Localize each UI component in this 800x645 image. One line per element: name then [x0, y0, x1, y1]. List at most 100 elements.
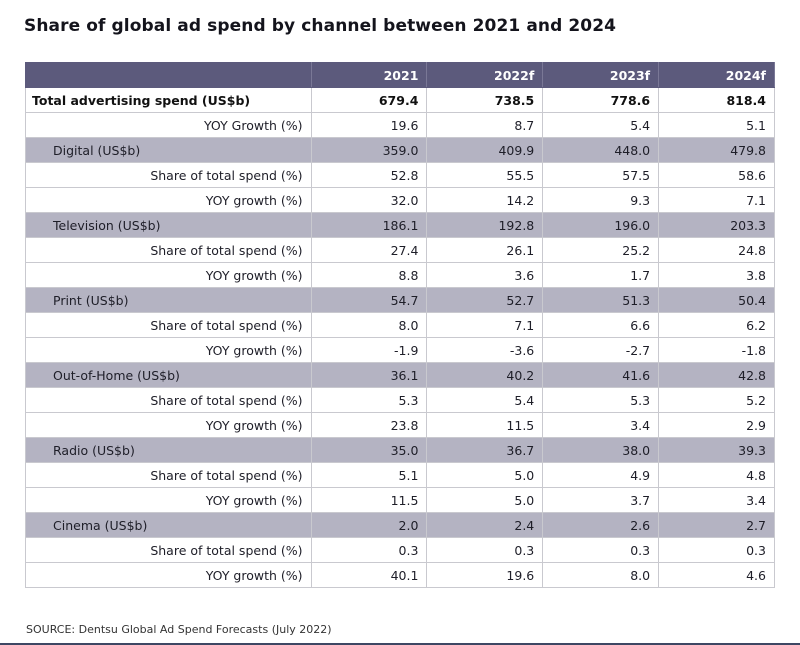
cell-2022f: 8.7 [426, 112, 544, 138]
row-label: Cinema (US$b) [25, 512, 312, 538]
row-label: YOY growth (%) [25, 487, 312, 513]
cell-2023f: 57.5 [542, 162, 660, 188]
row-label: YOY growth (%) [25, 412, 312, 438]
cell-2022f: 55.5 [426, 162, 544, 188]
cell-2021: 8.0 [310, 312, 428, 338]
cell-2022f: 5.4 [426, 387, 544, 413]
cell-2024f: 203.3 [658, 212, 775, 238]
cell-2024f: 7.1 [658, 187, 775, 213]
cell-2021: 11.5 [310, 487, 428, 513]
cell-2021: 36.1 [310, 362, 428, 388]
cell-2023f: 0.3 [542, 537, 660, 563]
header-row: 2021 2022f 2023f 2024f [25, 62, 775, 88]
metric-row: YOY growth (%) 32.0 14.2 9.3 7.1 [25, 187, 775, 213]
cell-2024f: 39.3 [658, 437, 775, 463]
cell-2023f: 8.0 [542, 562, 660, 588]
cell-2022f: 738.5 [426, 87, 544, 113]
cell-2022f: 3.6 [426, 262, 544, 288]
cell-2024f: 0.3 [658, 537, 775, 563]
cell-2022f: 36.7 [426, 437, 544, 463]
row-label: Television (US$b) [25, 212, 312, 238]
metric-row: YOY growth (%) 11.5 5.0 3.7 3.4 [25, 487, 775, 513]
cell-2021: 23.8 [310, 412, 428, 438]
cell-2023f: 5.3 [542, 387, 660, 413]
cell-2024f: 479.8 [658, 137, 775, 163]
cell-2024f: 4.8 [658, 462, 775, 488]
cell-2022f: 7.1 [426, 312, 544, 338]
row-label: YOY growth (%) [25, 337, 312, 363]
cell-2022f: 409.9 [426, 137, 544, 163]
cell-2022f: 5.0 [426, 487, 544, 513]
cell-2022f: -3.6 [426, 337, 544, 363]
cell-2021: 2.0 [310, 512, 428, 538]
cell-2021: 5.1 [310, 462, 428, 488]
cell-2024f: -1.8 [658, 337, 775, 363]
column-header-2023f: 2023f [542, 62, 660, 88]
cell-2024f: 2.7 [658, 512, 775, 538]
cell-2023f: 448.0 [542, 137, 660, 163]
ad-spend-table: 2021 2022f 2023f 2024f Total advertising… [25, 62, 775, 588]
metric-row: YOY Growth (%) 19.6 8.7 5.4 5.1 [25, 112, 775, 138]
channel-row: Cinema (US$b) 2.0 2.4 2.6 2.7 [25, 512, 775, 538]
cell-2023f: 9.3 [542, 187, 660, 213]
row-label: Radio (US$b) [25, 437, 312, 463]
row-label: YOY growth (%) [25, 562, 312, 588]
cell-2021: 54.7 [310, 287, 428, 313]
row-label: Share of total spend (%) [25, 537, 312, 563]
cell-2022f: 192.8 [426, 212, 544, 238]
cell-2024f: 42.8 [658, 362, 775, 388]
row-label: Total advertising spend (US$b) [25, 87, 312, 113]
cell-2024f: 3.4 [658, 487, 775, 513]
cell-2021: 32.0 [310, 187, 428, 213]
row-label: Out-of-Home (US$b) [25, 362, 312, 388]
chart-title: Share of global ad spend by channel betw… [24, 16, 617, 36]
cell-2023f: 38.0 [542, 437, 660, 463]
row-label: YOY Growth (%) [25, 112, 312, 138]
cell-2022f: 11.5 [426, 412, 544, 438]
metric-row: Share of total spend (%) 0.3 0.3 0.3 0.3 [25, 537, 775, 563]
cell-2022f: 40.2 [426, 362, 544, 388]
table-body: Total advertising spend (US$b) 679.4 738.5… [25, 87, 775, 588]
row-label: YOY growth (%) [25, 187, 312, 213]
cell-2021: 186.1 [310, 212, 428, 238]
cell-2022f: 2.4 [426, 512, 544, 538]
row-label: Share of total spend (%) [25, 237, 312, 263]
metric-row: YOY growth (%) 40.1 19.6 8.0 4.6 [25, 562, 775, 588]
metric-row: YOY growth (%) 8.8 3.6 1.7 3.8 [25, 262, 775, 288]
cell-2023f: 5.4 [542, 112, 660, 138]
cell-2024f: 24.8 [658, 237, 775, 263]
cell-2024f: 3.8 [658, 262, 775, 288]
metric-row: YOY growth (%) -1.9 -3.6 -2.7 -1.8 [25, 337, 775, 363]
cell-2021: 27.4 [310, 237, 428, 263]
channel-row: Out-of-Home (US$b) 36.1 40.2 41.6 42.8 [25, 362, 775, 388]
cell-2022f: 5.0 [426, 462, 544, 488]
channel-row: Television (US$b) 186.1 192.8 196.0 203.3 [25, 212, 775, 238]
cell-2022f: 0.3 [426, 537, 544, 563]
cell-2023f: 778.6 [542, 87, 660, 113]
cell-2022f: 14.2 [426, 187, 544, 213]
cell-2021: 5.3 [310, 387, 428, 413]
cell-2024f: 5.1 [658, 112, 775, 138]
cell-2023f: 41.6 [542, 362, 660, 388]
cell-2023f: 3.4 [542, 412, 660, 438]
metric-row: Share of total spend (%) 52.8 55.5 57.5 58.6 [25, 162, 775, 188]
cell-2023f: 1.7 [542, 262, 660, 288]
cell-2024f: 2.9 [658, 412, 775, 438]
cell-2022f: 26.1 [426, 237, 544, 263]
metric-row: Share of total spend (%) 27.4 26.1 25.2 24.8 [25, 237, 775, 263]
cell-2024f: 6.2 [658, 312, 775, 338]
footer-divider [0, 643, 800, 645]
row-label: YOY growth (%) [25, 262, 312, 288]
cell-2021: 35.0 [310, 437, 428, 463]
cell-2023f: 6.6 [542, 312, 660, 338]
cell-2022f: 52.7 [426, 287, 544, 313]
column-header-2024f: 2024f [658, 62, 775, 88]
column-header-label [25, 62, 312, 88]
column-header-2021: 2021 [310, 62, 428, 88]
metric-row: Share of total spend (%) 5.3 5.4 5.3 5.2 [25, 387, 775, 413]
metric-row: Share of total spend (%) 8.0 7.1 6.6 6.2 [25, 312, 775, 338]
cell-2021: 40.1 [310, 562, 428, 588]
row-label: Share of total spend (%) [25, 162, 312, 188]
source-note: SOURCE: Dentsu Global Ad Spend Forecasts… [26, 623, 332, 636]
cell-2023f: 2.6 [542, 512, 660, 538]
